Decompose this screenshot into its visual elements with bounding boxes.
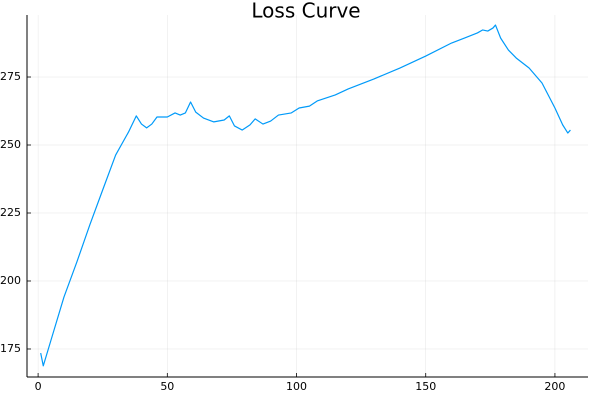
chart-title: Loss Curve — [251, 0, 360, 23]
x-tick-label: 100 — [286, 380, 307, 393]
y-tick-label: 0.250 — [0, 138, 21, 151]
y-tick-label: 0.225 — [0, 206, 21, 219]
y-tick-label: 0.275 — [0, 70, 21, 83]
y-tick-label: 0.200 — [0, 274, 21, 287]
x-tick-label: 150 — [415, 380, 436, 393]
x-tick-label: 0 — [35, 380, 42, 393]
y-tick-label: 0.175 — [0, 342, 21, 355]
line-series — [40, 24, 571, 367]
x-tick-label: 50 — [160, 380, 174, 393]
x-tick-label: 200 — [544, 380, 565, 393]
